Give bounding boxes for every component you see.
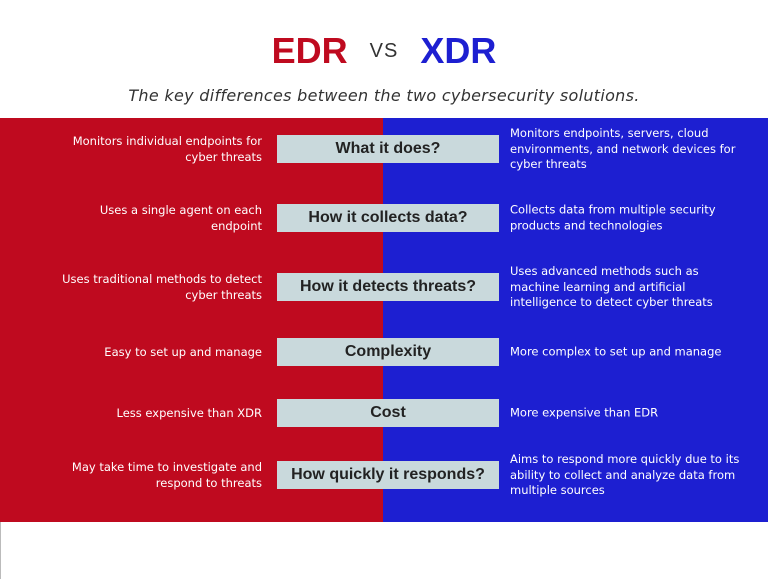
edr-text: Uses a single agent on each endpoint [99,203,262,233]
subtitle: The key differences between the two cybe… [128,86,640,105]
vs-label: VS [369,39,399,62]
xdr-title: XDR [420,30,497,71]
title: EDR VS XDR [0,30,768,72]
xdr-text: More expensive than EDR [510,405,659,420]
question-box: How it detects threats? [277,273,499,301]
edr-text: May take time to investigate and respond… [71,460,262,490]
edr-text: Uses traditional methods to detect cyber… [62,272,262,302]
edge-line [0,522,1,579]
edr-panel [0,118,383,522]
xdr-panel [383,118,768,522]
xdr-text: Collects data from multiple security pro… [510,202,716,233]
question-box: Cost [277,399,499,427]
question-box: What it does? [277,135,499,163]
xdr-text: Monitors endpoints, servers, cloud envir… [510,125,736,171]
edr-title: EDR [271,30,348,71]
question-box: How it collects data? [277,204,499,232]
xdr-text: More complex to set up and manage [510,344,722,359]
edr-text: Easy to set up and manage [104,345,262,359]
xdr-text: Aims to respond more quickly due to its … [510,451,740,497]
edr-text: Less expensive than XDR [116,406,263,420]
edr-text: Monitors individual endpoints for cyber … [72,134,262,164]
question-box: How quickly it responds? [277,461,499,489]
xdr-text: Uses advanced methods such as machine le… [510,263,713,309]
question-box: Complexity [277,338,499,366]
